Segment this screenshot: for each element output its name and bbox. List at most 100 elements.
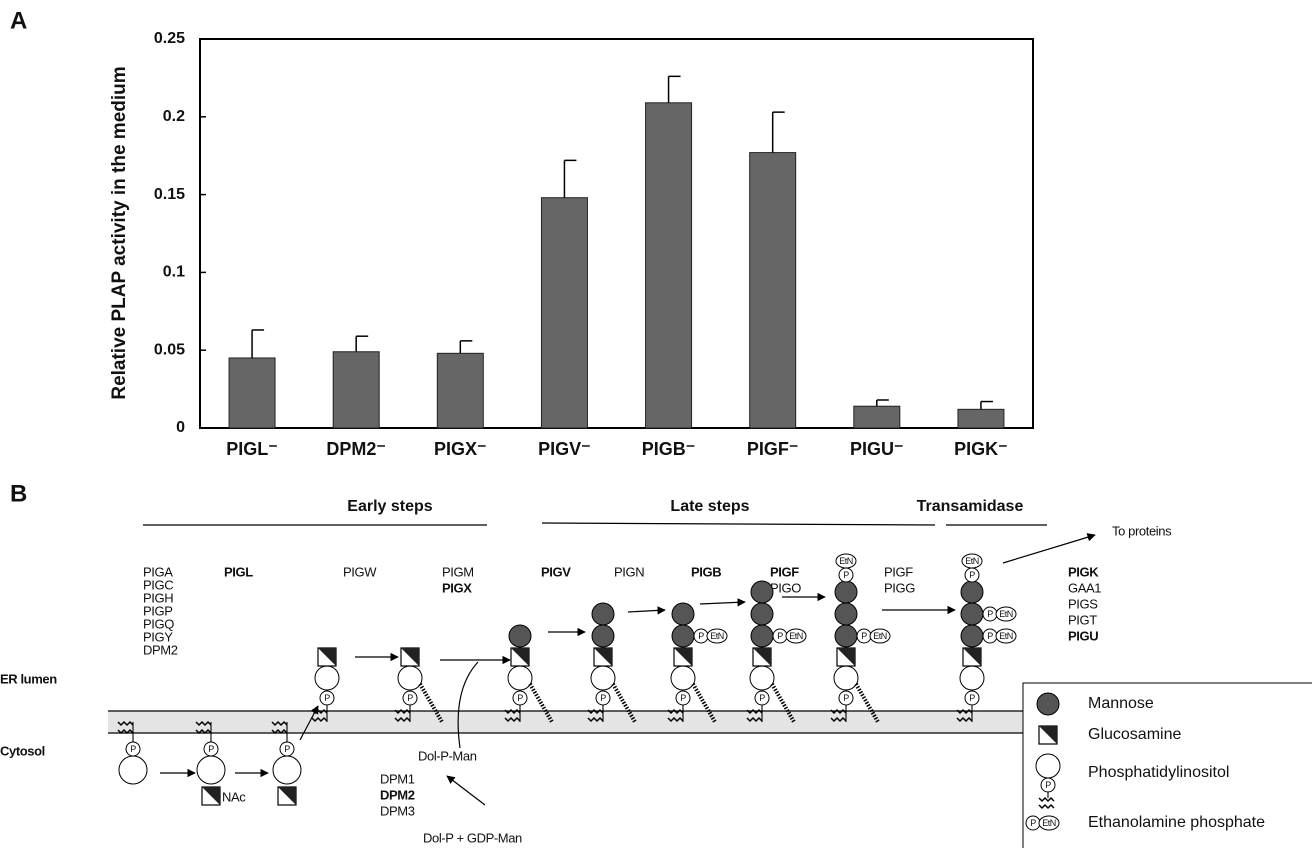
shape	[591, 666, 615, 690]
heading: Transamidase	[917, 498, 1024, 515]
x-tick-label: PIGV⁻	[538, 439, 591, 459]
phosphate-label: P	[1030, 818, 1036, 828]
arrow	[458, 662, 478, 748]
phosphate-label: P	[680, 693, 686, 703]
shape	[315, 666, 339, 690]
gene-label: PIGS	[1068, 596, 1098, 611]
etn-label: EtN	[710, 631, 724, 641]
arrow	[700, 602, 745, 604]
shape	[398, 666, 422, 690]
arrow	[1003, 535, 1095, 563]
phosphate-label: P	[843, 693, 849, 703]
dol-p-gdp-man: Dol-P + GDP-Man	[423, 830, 522, 845]
gene-label: PIGM	[442, 564, 474, 579]
gene-label: PIGW	[343, 564, 377, 579]
shape	[961, 625, 983, 647]
etn-label: EtN	[873, 631, 887, 641]
phosphate-label: P	[698, 631, 704, 641]
phosphate-label: P	[324, 693, 330, 703]
shape	[751, 581, 773, 603]
gene-label: PIGF	[884, 564, 913, 579]
phosphate-label: P	[517, 693, 523, 703]
gene-label: PIGU	[1068, 628, 1098, 643]
x-tick-label: PIGX⁻	[434, 439, 487, 459]
phosphate-label: P	[969, 693, 975, 703]
gene-label: PIGV	[541, 564, 571, 579]
etn-label: EtN	[1042, 818, 1056, 828]
phosphate-label: P	[987, 631, 993, 641]
bar	[333, 352, 379, 428]
phosphate-label: P	[600, 693, 606, 703]
figure: A B Relative PLAP activity in the medium…	[0, 0, 1312, 848]
phosphate-label: P	[208, 744, 214, 754]
shape	[751, 603, 773, 625]
plot-frame	[200, 39, 1033, 428]
bar	[229, 358, 275, 428]
shape	[273, 756, 301, 784]
etn-label: EtN	[789, 631, 803, 641]
y-axis-label: Relative PLAP activity in the medium	[109, 66, 130, 399]
dpm-gene: DPM2	[380, 787, 415, 802]
arrow	[447, 776, 485, 805]
gene-label: PIGN	[614, 564, 644, 579]
shape	[508, 666, 532, 690]
shape	[592, 603, 614, 625]
phosphate-label: P	[1045, 780, 1051, 790]
shape	[1036, 754, 1060, 778]
heading: Late steps	[670, 498, 749, 515]
shape	[835, 625, 857, 647]
bar	[541, 198, 587, 428]
shape	[834, 666, 858, 690]
etn-label: EtN	[999, 631, 1013, 641]
shape	[961, 581, 983, 603]
shape	[961, 603, 983, 625]
x-tick-label: DPM2⁻	[326, 439, 386, 459]
y-tick-label: 0.05	[154, 341, 185, 358]
shape	[835, 581, 857, 603]
x-tick-label: PIGL⁻	[226, 439, 278, 459]
bar	[646, 103, 692, 428]
shape	[835, 603, 857, 625]
shape	[509, 625, 531, 647]
y-tick-label: 0.25	[154, 30, 185, 47]
shape	[672, 625, 694, 647]
to-proteins: To proteins	[1112, 523, 1172, 538]
gene-label: DPM2	[143, 642, 178, 657]
gene-label: PIGB	[691, 564, 721, 579]
x-tick-label: PIGK⁻	[954, 439, 1008, 459]
y-tick-label: 0.1	[163, 264, 185, 281]
nac-label: NAc	[222, 789, 246, 804]
x-tick-label: PIGF⁻	[747, 439, 799, 459]
dol-p-man: Dol-P-Man	[418, 748, 477, 763]
gene-label: PIGL	[224, 564, 253, 579]
legend-label: Ethanolamine phosphate	[1088, 814, 1265, 831]
x-tick-label: PIGU⁻	[850, 439, 904, 459]
compartment-label: ER lumen	[0, 671, 57, 686]
shape	[960, 666, 984, 690]
compartment-label: Cytosol	[0, 743, 45, 758]
shape	[119, 756, 147, 784]
phosphate-label: P	[777, 631, 783, 641]
phosphate-label: P	[407, 693, 413, 703]
shape	[672, 603, 694, 625]
shape	[592, 625, 614, 647]
panel-label: A	[10, 7, 27, 34]
bar	[958, 409, 1004, 428]
legend-label: Mannose	[1088, 695, 1154, 712]
bar	[437, 353, 483, 428]
heading: Early steps	[347, 498, 432, 515]
membrane	[108, 711, 1023, 733]
phosphate-label: P	[987, 609, 993, 619]
phosphate-label: P	[284, 744, 290, 754]
phosphate-label: P	[130, 744, 136, 754]
panel-label: B	[10, 480, 27, 507]
bar	[750, 153, 796, 428]
dpm-gene: DPM3	[380, 803, 415, 818]
phosphate-label: P	[969, 570, 975, 580]
shape	[750, 666, 774, 690]
gene-label: PIGK	[1068, 564, 1099, 579]
gene-label: GAA1	[1068, 580, 1101, 595]
shape	[751, 625, 773, 647]
etn-label: EtN	[999, 609, 1013, 619]
gene-label: PIGT	[1068, 612, 1097, 627]
